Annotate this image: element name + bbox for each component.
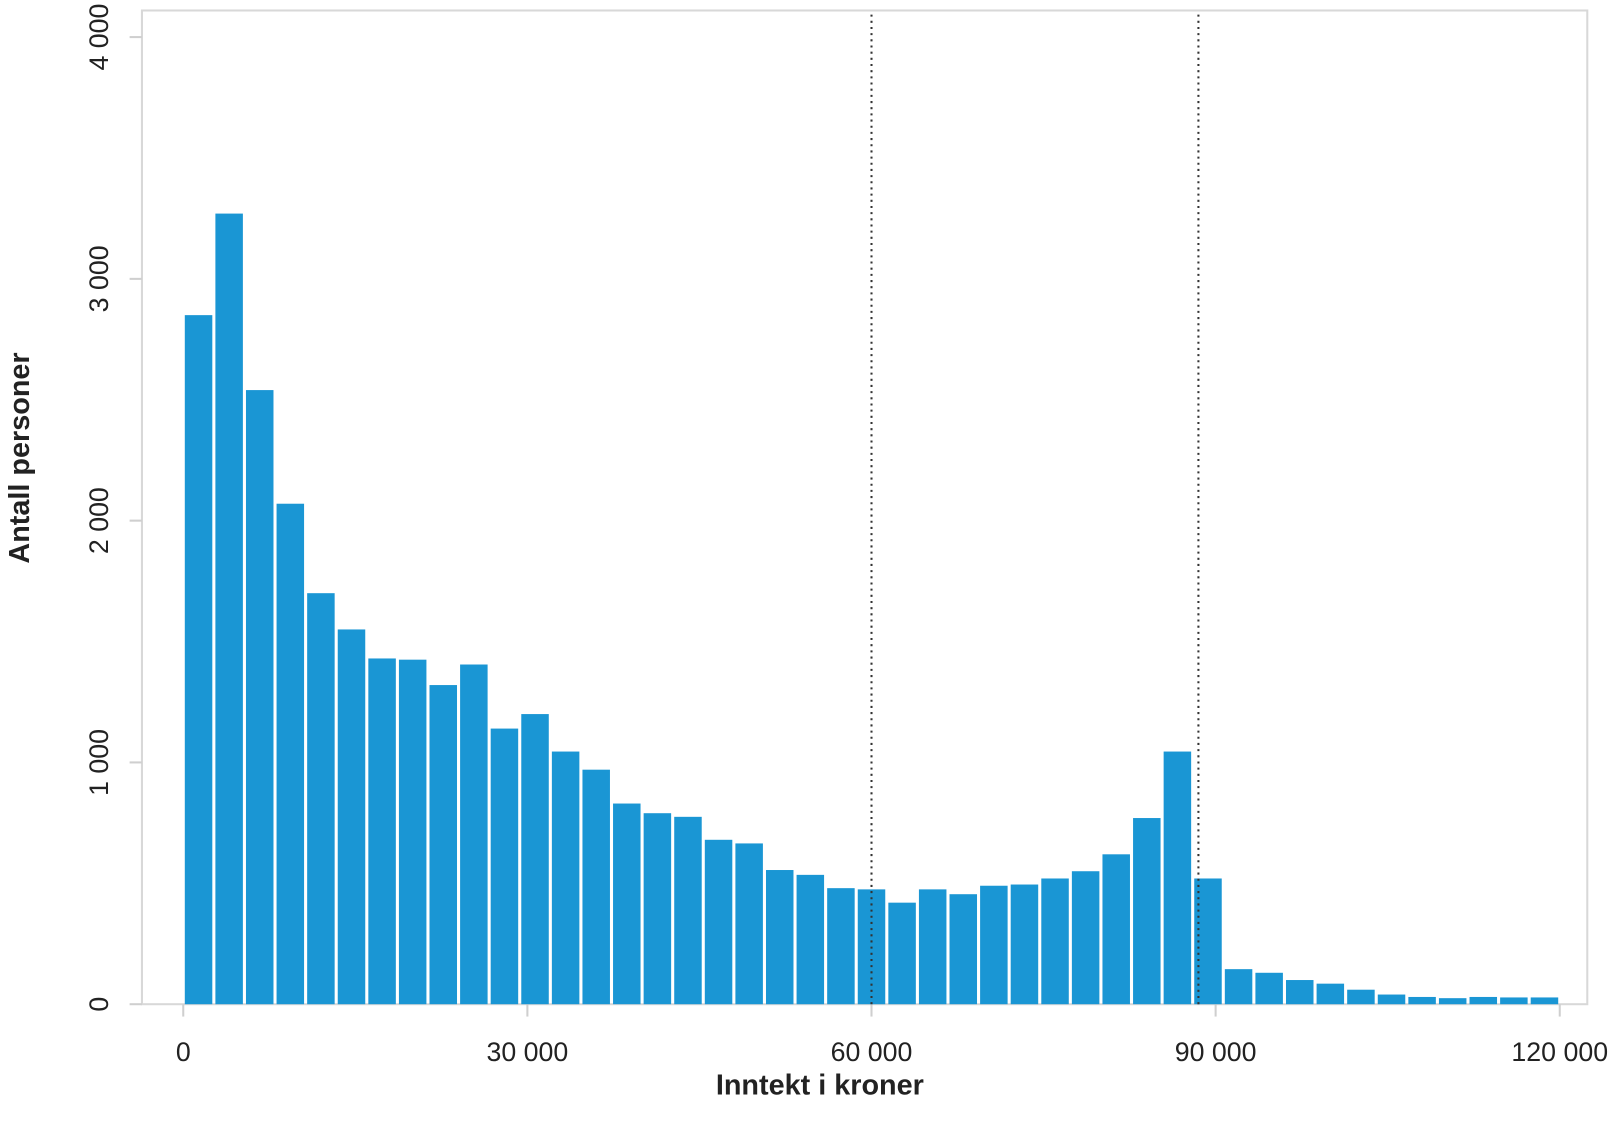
- bar: [1255, 972, 1283, 1005]
- x-tick-label: 0: [176, 1037, 191, 1067]
- bar: [1071, 871, 1100, 1005]
- x-axis-title: Inntekt i kroner: [716, 1070, 924, 1102]
- bar: [643, 813, 672, 1005]
- bar: [307, 593, 335, 1005]
- y-tick-label: 3 000: [84, 245, 114, 312]
- bar: [1469, 996, 1498, 1005]
- bar: [674, 816, 702, 1005]
- bar: [613, 803, 641, 1005]
- bar: [1408, 996, 1436, 1005]
- bar: [827, 888, 855, 1005]
- bar: [1377, 994, 1406, 1005]
- bar: [1530, 997, 1559, 1005]
- y-tick-label: 4 000: [84, 4, 114, 71]
- bar: [245, 390, 274, 1005]
- bar: [1285, 980, 1314, 1005]
- bar: [1224, 969, 1253, 1005]
- bar: [1500, 997, 1528, 1005]
- bar: [429, 685, 458, 1005]
- bar: [337, 629, 366, 1005]
- y-tick-label: 1 000: [84, 729, 114, 796]
- bar: [1102, 854, 1130, 1005]
- bar: [765, 870, 794, 1005]
- bar: [551, 751, 580, 1005]
- bar: [918, 889, 947, 1005]
- bar: [1347, 989, 1375, 1005]
- bar: [1163, 751, 1192, 1005]
- bar: [704, 839, 733, 1005]
- y-tick-label: 2 000: [84, 487, 114, 554]
- bar: [796, 874, 825, 1005]
- bar: [735, 843, 763, 1005]
- bar: [980, 885, 1008, 1005]
- bar: [1133, 818, 1161, 1005]
- bar: [1041, 878, 1069, 1005]
- bar: [460, 664, 488, 1005]
- y-tick-label: 0: [84, 997, 114, 1012]
- bar: [888, 902, 916, 1005]
- bar: [1438, 998, 1467, 1005]
- bar: [949, 894, 978, 1005]
- bar: [1316, 983, 1345, 1005]
- bar: [521, 714, 549, 1005]
- x-tick-label: 60 000: [831, 1037, 913, 1067]
- bar: [276, 503, 305, 1005]
- bar: [215, 213, 243, 1005]
- bar: [582, 769, 610, 1005]
- bar: [398, 659, 427, 1005]
- x-tick-label: 120 000: [1511, 1037, 1608, 1067]
- bar: [1010, 884, 1039, 1005]
- bar: [368, 658, 396, 1005]
- bar: [490, 728, 519, 1005]
- bar: [184, 315, 213, 1005]
- x-tick-label: 30 000: [486, 1037, 568, 1067]
- x-tick-label: 90 000: [1175, 1037, 1257, 1067]
- y-axis-title: Antall personer: [4, 352, 36, 563]
